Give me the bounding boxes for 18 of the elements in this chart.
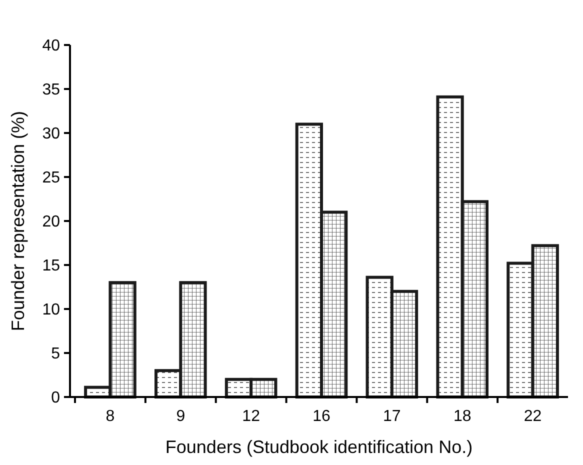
y-tick-label: 15 bbox=[42, 258, 60, 275]
y-tick-label: 40 bbox=[42, 38, 60, 55]
x-tick-label: 18 bbox=[453, 408, 472, 425]
y-axis-title: Founder representation (%) bbox=[8, 110, 28, 332]
y-tick-label: 20 bbox=[42, 214, 60, 231]
x-tick-label: 9 bbox=[176, 408, 186, 425]
y-tick-label: 5 bbox=[51, 346, 60, 363]
y-tick-label: 25 bbox=[42, 170, 60, 187]
x-axis-title: Founders (Studbook identification No.) bbox=[165, 437, 473, 457]
x-tick-label: 12 bbox=[242, 408, 260, 425]
y-tick-label: 0 bbox=[51, 390, 60, 407]
x-tick-label: 22 bbox=[524, 408, 542, 425]
x-tick-label: 16 bbox=[312, 408, 330, 425]
y-tick-label: 30 bbox=[42, 126, 60, 143]
x-tick-label: 8 bbox=[106, 408, 115, 425]
x-tick-label: 17 bbox=[383, 408, 401, 425]
y-tick-label: 35 bbox=[42, 82, 60, 99]
y-tick-label: 10 bbox=[42, 302, 60, 319]
